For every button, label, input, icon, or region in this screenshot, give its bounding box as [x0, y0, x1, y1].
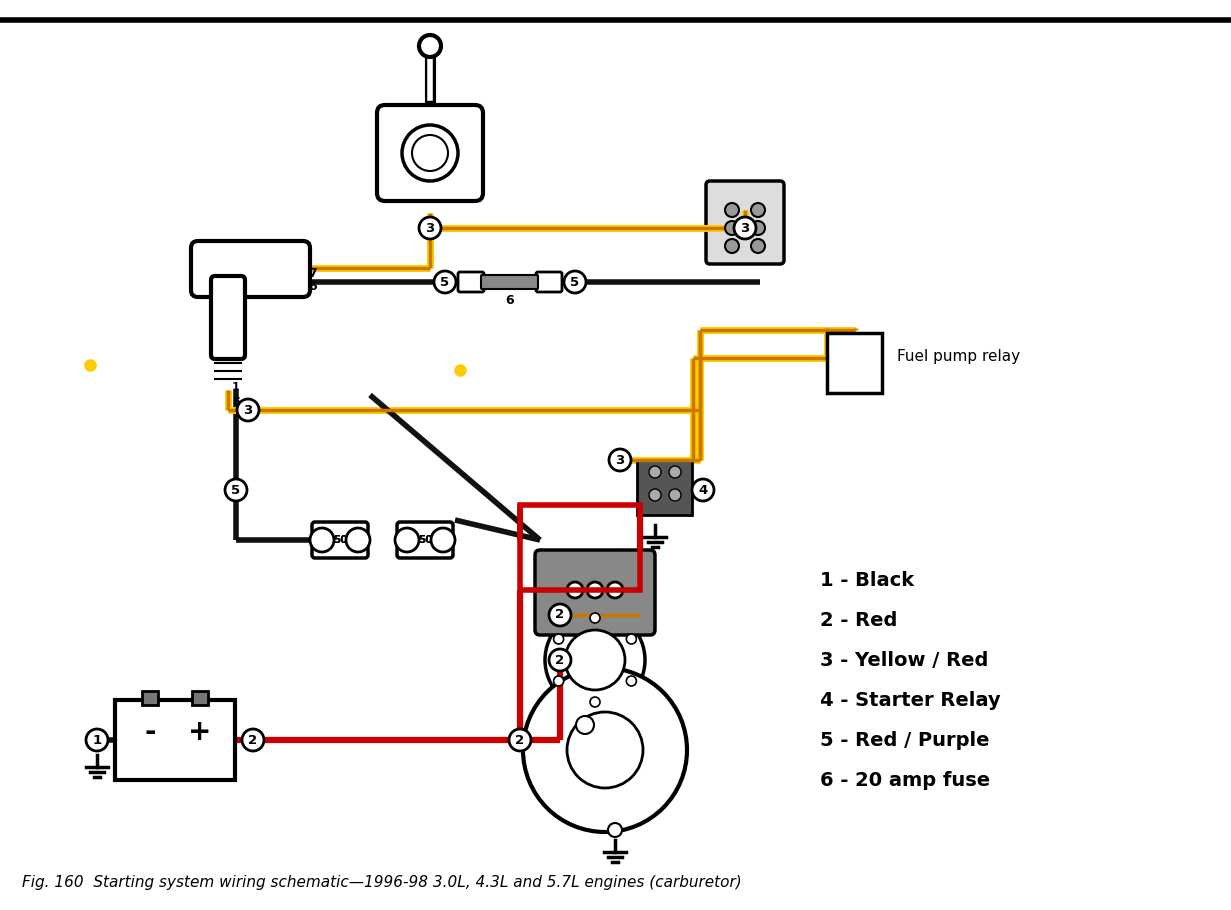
Circle shape — [403, 125, 458, 181]
Circle shape — [587, 582, 603, 598]
Circle shape — [435, 271, 455, 293]
Text: 2: 2 — [249, 733, 257, 746]
Circle shape — [508, 729, 531, 751]
FancyBboxPatch shape — [142, 691, 158, 705]
Text: 1: 1 — [92, 733, 102, 746]
Text: Fig. 160  Starting system wiring schematic—1996-98 3.0L, 4.3L and 5.7L engines (: Fig. 160 Starting system wiring schemati… — [22, 875, 742, 891]
FancyBboxPatch shape — [707, 181, 784, 264]
Circle shape — [734, 217, 756, 239]
Circle shape — [564, 271, 586, 293]
Circle shape — [310, 528, 334, 552]
Circle shape — [419, 217, 441, 239]
Circle shape — [567, 582, 583, 598]
Circle shape — [725, 221, 739, 235]
Circle shape — [412, 135, 448, 171]
Circle shape — [668, 466, 681, 478]
Circle shape — [545, 610, 645, 710]
Circle shape — [431, 528, 455, 552]
Text: 5: 5 — [231, 483, 240, 497]
Text: 6: 6 — [308, 280, 316, 293]
Text: 50: 50 — [417, 535, 432, 545]
Text: 3: 3 — [244, 403, 252, 417]
Circle shape — [549, 649, 571, 671]
Text: 50: 50 — [332, 535, 347, 545]
Text: 6: 6 — [506, 294, 515, 307]
Circle shape — [692, 479, 714, 501]
Circle shape — [419, 35, 441, 57]
Text: 3: 3 — [426, 221, 435, 235]
Circle shape — [523, 668, 687, 832]
Circle shape — [576, 716, 595, 734]
Text: 4: 4 — [698, 483, 708, 497]
FancyBboxPatch shape — [535, 272, 563, 292]
Text: 50: 50 — [417, 535, 432, 545]
Circle shape — [751, 203, 764, 217]
Text: 2 - Red: 2 - Red — [820, 611, 897, 630]
Circle shape — [590, 697, 599, 707]
Text: 5: 5 — [441, 276, 449, 288]
Text: +: + — [188, 718, 212, 746]
FancyBboxPatch shape — [311, 522, 368, 558]
Circle shape — [567, 712, 643, 788]
Circle shape — [725, 203, 739, 217]
Circle shape — [549, 604, 571, 626]
FancyBboxPatch shape — [481, 275, 538, 289]
Circle shape — [346, 528, 371, 552]
FancyBboxPatch shape — [827, 333, 881, 393]
Circle shape — [608, 823, 622, 837]
Circle shape — [225, 479, 247, 501]
FancyBboxPatch shape — [636, 460, 692, 515]
Text: Fuel pump relay: Fuel pump relay — [897, 349, 1020, 363]
Circle shape — [751, 239, 764, 253]
Circle shape — [751, 221, 764, 235]
Circle shape — [668, 489, 681, 501]
Circle shape — [238, 399, 259, 421]
Text: 2: 2 — [516, 733, 524, 746]
Text: 2: 2 — [555, 653, 565, 666]
Circle shape — [395, 528, 419, 552]
Text: 6 - 20 amp fuse: 6 - 20 amp fuse — [820, 771, 990, 790]
Text: 1: 1 — [231, 382, 240, 392]
Circle shape — [649, 466, 661, 478]
FancyBboxPatch shape — [114, 700, 235, 780]
Text: 3: 3 — [616, 453, 624, 467]
Text: 3 - Yellow / Red: 3 - Yellow / Red — [820, 651, 988, 670]
Text: 5: 5 — [570, 276, 580, 288]
Text: 5 - Red / Purple: 5 - Red / Purple — [820, 731, 990, 750]
Text: 7: 7 — [308, 267, 316, 280]
Text: -: - — [144, 718, 156, 746]
Circle shape — [627, 676, 636, 686]
Text: 2: 2 — [555, 609, 565, 622]
Text: 50: 50 — [332, 535, 347, 545]
FancyBboxPatch shape — [458, 272, 484, 292]
FancyBboxPatch shape — [192, 691, 208, 705]
Circle shape — [554, 676, 564, 686]
Circle shape — [609, 449, 632, 471]
Circle shape — [607, 582, 623, 598]
FancyBboxPatch shape — [377, 105, 483, 201]
Circle shape — [627, 634, 636, 644]
FancyBboxPatch shape — [211, 276, 245, 359]
Circle shape — [590, 613, 599, 623]
Circle shape — [725, 239, 739, 253]
Circle shape — [565, 630, 625, 690]
FancyBboxPatch shape — [398, 522, 453, 558]
Text: 3: 3 — [740, 221, 750, 235]
Text: 6: 6 — [231, 397, 240, 407]
Circle shape — [554, 634, 564, 644]
Circle shape — [243, 729, 263, 751]
Text: 4 - Starter Relay: 4 - Starter Relay — [820, 691, 1001, 710]
FancyBboxPatch shape — [191, 241, 310, 297]
Text: 1 - Black: 1 - Black — [820, 571, 915, 590]
Circle shape — [649, 489, 661, 501]
Circle shape — [86, 729, 108, 751]
FancyBboxPatch shape — [535, 550, 655, 635]
